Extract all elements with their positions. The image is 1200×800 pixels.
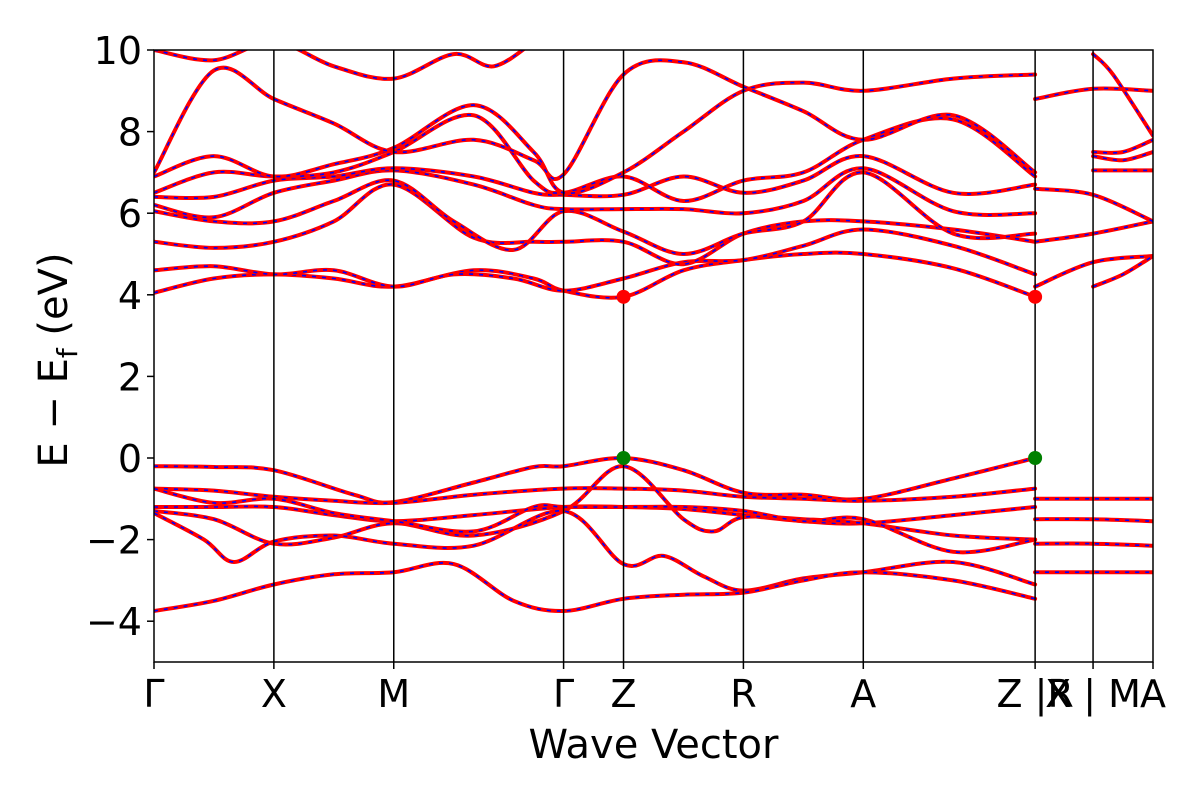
band-edge-markers bbox=[616, 289, 1043, 465]
band-line-27 bbox=[1091, 137, 1153, 155]
y-axis-label-main: E − E bbox=[31, 358, 77, 468]
y-tick-label: 0 bbox=[118, 437, 142, 481]
x-tick-label: A bbox=[1140, 672, 1166, 716]
band-line-overlay-8 bbox=[1035, 518, 1153, 522]
y-tick-label: −2 bbox=[86, 519, 142, 563]
band-line-5 bbox=[154, 561, 1038, 614]
y-tick-label: 10 bbox=[94, 29, 142, 73]
kpoint-dividers bbox=[273, 50, 1094, 662]
band-line-4 bbox=[154, 508, 1038, 593]
band-line-overlay-28 bbox=[1092, 151, 1153, 162]
y-tick-label: −4 bbox=[86, 600, 142, 644]
band-line-overlay-20 bbox=[154, 50, 524, 80]
y-axis-label-unit: (eV) bbox=[31, 252, 77, 348]
y-tick-label: 8 bbox=[118, 111, 142, 155]
x-tick-label: X bbox=[261, 672, 287, 716]
band-line-overlay-25 bbox=[1092, 255, 1153, 288]
y-axis: −4 −2 0 2 4 6 8 10 bbox=[86, 29, 154, 644]
x-tick-label: M bbox=[377, 672, 410, 716]
band-line-overlay-5 bbox=[154, 562, 1036, 612]
band-line-overlay-23 bbox=[1035, 187, 1153, 223]
x-tick-label: Z bbox=[611, 672, 637, 716]
y-tick-label: 2 bbox=[118, 355, 142, 399]
band-line-overlay-0 bbox=[154, 457, 1036, 504]
band-line-overlay-4 bbox=[154, 510, 1036, 592]
x-tick-label: Z |R bbox=[996, 672, 1073, 717]
band-line-overlay-19 bbox=[154, 59, 1036, 180]
x-tick-label: Γ bbox=[143, 672, 164, 716]
band-line-19 bbox=[154, 58, 1038, 181]
band-line-29 bbox=[1091, 52, 1153, 138]
band-line-overlay-9 bbox=[1035, 542, 1153, 547]
x-axis-label: Wave Vector bbox=[529, 722, 780, 768]
y-tick-label: 6 bbox=[118, 192, 142, 236]
x-tick-label: A bbox=[850, 672, 876, 716]
x-tick-label: R bbox=[730, 672, 756, 716]
x-tick-label: Γ bbox=[553, 672, 574, 716]
band-line-overlay-22 bbox=[1034, 220, 1153, 243]
band-line-overlay-16 bbox=[154, 155, 1036, 199]
plot-area bbox=[154, 50, 1153, 614]
band-line-overlay-1 bbox=[154, 487, 1036, 504]
cbm-marker bbox=[616, 289, 631, 304]
band-line-overlay-3 bbox=[154, 465, 1036, 546]
x-tick-label: X | M bbox=[1045, 672, 1141, 717]
band-line-18 bbox=[154, 72, 1038, 196]
y-tick-label: 4 bbox=[118, 274, 142, 318]
y-axis-label-subscript: f bbox=[51, 347, 84, 358]
band-line-23 bbox=[1033, 186, 1153, 224]
vbm-marker bbox=[616, 451, 631, 465]
vbm-marker bbox=[1028, 451, 1043, 465]
cbm-marker bbox=[1028, 289, 1043, 304]
plot-frame bbox=[153, 49, 1154, 663]
band-line-21 bbox=[1033, 254, 1153, 289]
y-axis-label: E − Ef (eV) bbox=[31, 252, 84, 467]
band-line-overlay-24 bbox=[1034, 87, 1153, 100]
